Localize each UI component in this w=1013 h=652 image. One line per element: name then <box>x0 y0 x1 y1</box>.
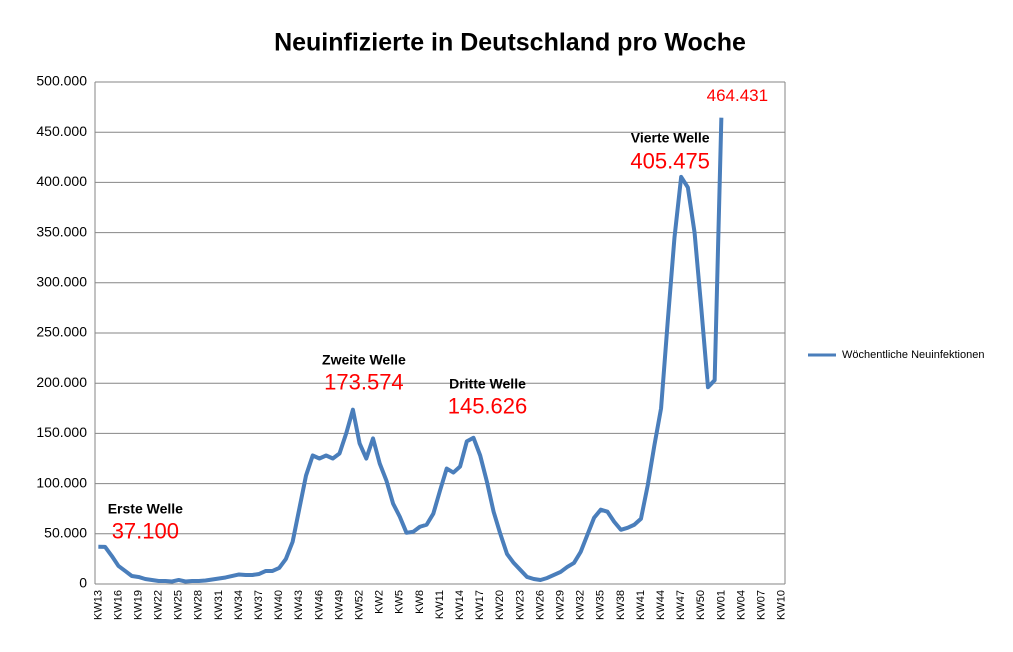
x-tick-label: KW46 <box>313 590 325 620</box>
y-tick-label: 200.000 <box>36 374 87 390</box>
x-tick-label: KW20 <box>494 590 506 620</box>
x-tick-label: KW22 <box>153 590 165 620</box>
x-tick-label: KW40 <box>273 590 285 620</box>
x-tick-label: KW38 <box>615 590 627 620</box>
annotation: Dritte Welle <box>449 375 526 391</box>
x-tick-label: KW11 <box>434 590 446 619</box>
x-tick-label: KW37 <box>253 590 265 620</box>
data-label: 464.431 <box>707 86 768 105</box>
x-tick-label: KW13 <box>92 590 104 620</box>
x-tick-label: KW35 <box>595 590 607 620</box>
y-tick-label: 300.000 <box>36 274 87 290</box>
x-tick-label: KW10 <box>776 590 788 620</box>
y-tick-label: 450.000 <box>36 123 87 139</box>
x-tick-label: KW49 <box>333 590 345 620</box>
x-tick-label: KW28 <box>193 590 205 620</box>
data-label: 37.100 <box>112 519 179 544</box>
chart-title: Neuinfizierte in Deutschland pro Woche <box>274 29 746 57</box>
y-tick-label: 0 <box>79 575 87 591</box>
x-tick-label: KW23 <box>514 590 526 620</box>
y-tick-label: 50.000 <box>44 525 87 541</box>
x-tick-label: KW8 <box>414 590 426 614</box>
x-tick-label: KW19 <box>132 590 144 620</box>
annotation: Erste Welle <box>108 500 183 516</box>
annotation: Zweite Welle <box>322 351 406 367</box>
data-label: 145.626 <box>448 394 528 419</box>
y-tick-label: 150.000 <box>36 424 87 440</box>
x-tick-label: KW29 <box>554 590 566 620</box>
x-tick-label: KW26 <box>534 590 546 620</box>
y-tick-label: 100.000 <box>36 474 87 490</box>
x-tick-label: KW41 <box>635 590 647 620</box>
y-tick-label: 500.000 <box>36 73 87 89</box>
y-tick-label: 350.000 <box>36 223 87 239</box>
x-tick-label: KW52 <box>354 590 366 620</box>
line-series <box>98 117 724 584</box>
data-label: 173.574 <box>324 370 404 395</box>
legend-label: Wöchentliche Neuinfektionen <box>842 349 984 361</box>
x-tick-label: KW34 <box>233 590 245 620</box>
x-tick-label: KW44 <box>655 590 667 620</box>
x-tick-label: KW32 <box>575 590 587 620</box>
data-label: 405.475 <box>630 149 710 174</box>
y-tick-label: 400.000 <box>36 173 87 189</box>
x-tick-label: KW2 <box>374 590 386 614</box>
y-tick-label: 250.000 <box>36 324 87 340</box>
x-tick-label: KW04 <box>735 590 747 620</box>
x-tick-label: KW01 <box>715 590 727 620</box>
x-tick-label: KW07 <box>755 590 767 620</box>
x-tick-label: KW16 <box>112 590 124 620</box>
x-tick-label: KW47 <box>675 590 687 620</box>
x-tick-label: KW43 <box>293 590 305 620</box>
x-tick-label: KW5 <box>394 590 406 614</box>
x-tick-label: KW25 <box>173 590 185 620</box>
x-tick-label: KW14 <box>454 590 466 620</box>
x-tick-label: KW31 <box>213 590 225 620</box>
annotation: Vierte Welle <box>631 130 710 146</box>
x-tick-label: KW17 <box>474 590 486 620</box>
x-tick-label: KW50 <box>695 590 707 620</box>
